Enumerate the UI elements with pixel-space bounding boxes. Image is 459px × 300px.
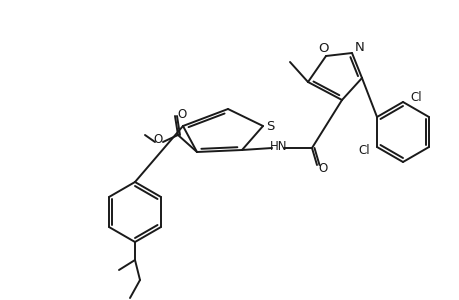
- Text: Cl: Cl: [409, 91, 421, 103]
- Text: S: S: [265, 119, 274, 133]
- Text: O: O: [153, 133, 162, 146]
- Text: HN: HN: [270, 140, 287, 152]
- Text: Cl: Cl: [358, 143, 369, 157]
- Text: N: N: [354, 40, 364, 53]
- Text: O: O: [318, 161, 327, 175]
- Text: O: O: [177, 107, 186, 121]
- Text: O: O: [318, 41, 329, 55]
